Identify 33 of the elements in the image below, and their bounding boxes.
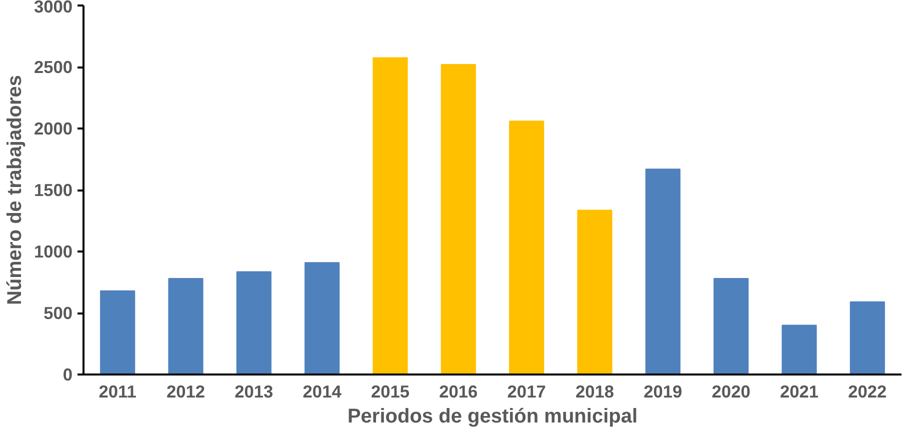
x-tick-label: 2020 [712,382,750,402]
x-tick-label: 2018 [575,382,614,402]
x-tick-label: 2015 [370,382,410,402]
bar [168,278,204,374]
bar [782,324,817,374]
bar [509,120,544,374]
bar [304,262,340,374]
bar [440,64,476,374]
y-tick-label: 2500 [34,57,73,77]
y-tick-label: 1500 [34,180,73,200]
bar [577,210,612,374]
x-tick-label: 2016 [439,382,478,402]
y-tick-label: 1000 [34,242,73,262]
bar [236,271,272,374]
x-tick-label: 2011 [98,382,137,402]
bar [372,57,408,374]
x-tick-label: 2012 [166,382,206,402]
bar [645,168,680,374]
x-tick-label: 2014 [302,382,342,402]
bar [850,301,885,374]
y-tick-label: 3000 [34,0,73,16]
x-tick-label: 2019 [644,382,682,402]
x-tick-label: 2021 [780,382,819,402]
y-tick-label: 500 [44,303,73,323]
bar [100,290,136,374]
x-tick-label: 2022 [848,382,887,402]
bar [714,278,749,374]
x-tick-label: 2013 [234,382,274,402]
x-tick-label: 2017 [507,382,546,402]
y-tick-label: 2000 [34,118,73,138]
x-axis-title: Periodos de gestión municipal [347,406,638,428]
y-axis-title: Número de trabajadores [4,74,26,306]
y-tick-label: 0 [62,364,73,384]
